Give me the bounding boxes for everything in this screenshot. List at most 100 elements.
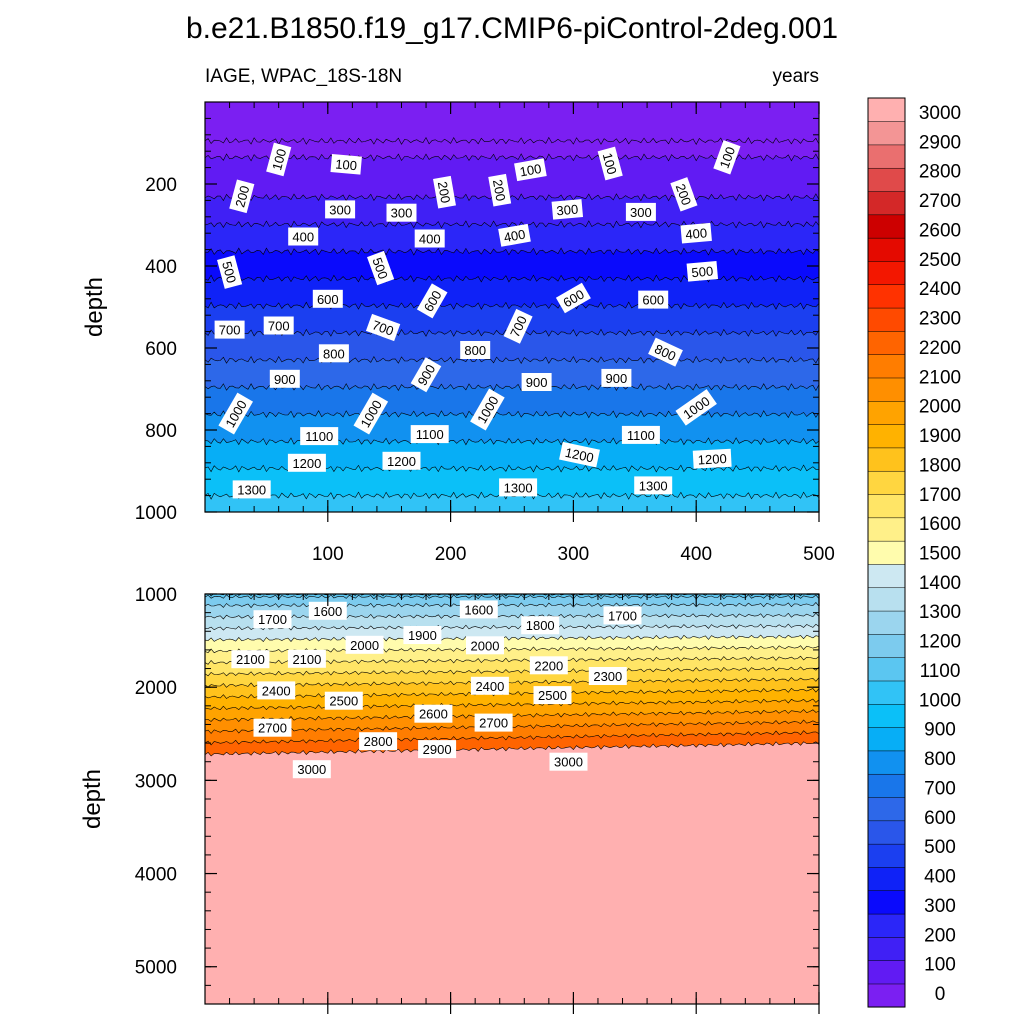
contour-label-text: 700 xyxy=(219,323,241,338)
contour-label-bg xyxy=(680,222,712,244)
contour-line xyxy=(205,612,819,620)
colorbar-swatch xyxy=(867,843,906,868)
contour-label: 400 xyxy=(680,222,712,244)
contour-label-text: 2700 xyxy=(479,716,508,731)
contour-label-bg xyxy=(382,451,421,470)
colorbar-swatch xyxy=(867,540,906,565)
colorbar-label: 2400 xyxy=(919,279,961,300)
contour-label: 900 xyxy=(410,357,442,393)
lower-panel-axes: 1000 2000 3000 4000 5000 xyxy=(135,585,820,1014)
contour-label-text: 200 xyxy=(490,178,509,202)
contour-label: 2100 xyxy=(287,649,326,668)
colorbar-label: 1100 xyxy=(920,661,961,682)
contour-label: 900 xyxy=(521,373,552,391)
contour-line xyxy=(205,247,819,256)
contour-label: 1300 xyxy=(232,480,271,499)
contour-label-text: 1200 xyxy=(292,456,321,471)
contour-label-bg xyxy=(625,202,656,221)
colorbar-swatch xyxy=(867,727,906,752)
contour-label: 400 xyxy=(498,223,531,247)
colorbar-swatch xyxy=(867,447,906,472)
contour-label: 2200 xyxy=(529,656,568,675)
contour-label: 2100 xyxy=(231,650,270,669)
contour-label-bg xyxy=(460,341,491,359)
contour-label-bg xyxy=(521,616,560,635)
contour-label: 2800 xyxy=(359,732,398,751)
colorbar-label: 2000 xyxy=(919,397,961,418)
upper-panel-field xyxy=(205,102,819,512)
colorbar-swatch xyxy=(867,424,906,449)
contour-label: 900 xyxy=(601,368,632,387)
y-tick-label: 600 xyxy=(145,339,177,360)
colorbar-swatch xyxy=(867,377,906,402)
contour-label-text: 2200 xyxy=(534,658,563,673)
y-tick-label: 200 xyxy=(145,175,177,196)
contour-label-text: 2000 xyxy=(350,638,379,653)
colorbar-swatch xyxy=(867,97,906,122)
contour-label: 600 xyxy=(416,283,448,319)
contour-label-text: 300 xyxy=(329,202,351,217)
contour-label: 1600 xyxy=(308,601,347,620)
contour-label: 1700 xyxy=(253,610,292,629)
colorbar-swatch xyxy=(867,773,906,798)
contour-label-text: 1300 xyxy=(237,482,266,497)
contour-label-bg xyxy=(559,441,600,468)
contour-label: 2600 xyxy=(414,704,453,723)
contour-label-bg xyxy=(367,250,395,286)
y-tick-label: 3000 xyxy=(135,771,177,792)
colorbar-swatch xyxy=(867,866,906,892)
contour-label-bg xyxy=(474,713,513,732)
contour-label-bg xyxy=(386,203,417,222)
colorbar-swatch xyxy=(867,936,906,961)
contour-line xyxy=(205,382,819,392)
contour-label-bg xyxy=(266,142,292,177)
contour-label: 3000 xyxy=(549,752,588,771)
colorbar-label: 2300 xyxy=(919,309,961,330)
contour-label: 2900 xyxy=(418,740,457,759)
contour-label-text: 100 xyxy=(600,151,620,176)
colorbar-swatch xyxy=(867,820,906,845)
contour-label-bg xyxy=(621,425,660,444)
contour-label: 1300 xyxy=(499,478,538,497)
contour-label: 1200 xyxy=(692,448,732,469)
contour-label: 1200 xyxy=(382,451,421,470)
contour-label-bg xyxy=(312,289,343,308)
contour-label-bg xyxy=(648,337,683,367)
contour-label-text: 1100 xyxy=(305,429,333,444)
contour-label: 3000 xyxy=(292,760,331,779)
contour-label-text: 1900 xyxy=(408,628,437,643)
colorbar-label: 1000 xyxy=(919,690,961,711)
colorbar-swatch xyxy=(867,890,906,915)
contour-label-bg xyxy=(414,229,445,248)
colorbar-label: 1600 xyxy=(919,514,961,535)
contour-label-text: 1300 xyxy=(639,478,668,493)
contour-label: 1800 xyxy=(521,616,560,635)
contour-label: 200 xyxy=(670,177,698,212)
contour-label-bg xyxy=(638,290,669,309)
contour-label-text: 2900 xyxy=(423,742,452,757)
y-tick-label: 1000 xyxy=(135,585,177,606)
colorbar-frame xyxy=(867,97,906,1008)
contour-label: 400 xyxy=(288,227,319,246)
colorbar-swatch xyxy=(867,121,906,146)
upper-panel-axes: 200 400 600 800 1000 100 200 300 400 500 xyxy=(135,101,835,565)
contour-label-bg xyxy=(253,610,292,629)
colorbar-swatch xyxy=(867,703,906,728)
contour-label-text: 500 xyxy=(369,256,391,282)
contour-label: 1100 xyxy=(621,425,660,444)
contour-label-text: 500 xyxy=(691,263,714,280)
colorbar-swatch xyxy=(867,400,906,425)
contour-line xyxy=(205,698,819,711)
contour-line xyxy=(205,491,819,500)
contour-label-text: 1700 xyxy=(608,608,637,623)
contour-label-bg xyxy=(269,369,300,388)
contour-label-bg xyxy=(229,179,255,214)
contour-label: 500 xyxy=(367,250,395,286)
contour-label-bg xyxy=(498,223,531,247)
contour-label: 2500 xyxy=(533,686,572,705)
contour-label: 200 xyxy=(229,179,255,214)
colorbar-swatch xyxy=(867,796,906,822)
contour-label-bg xyxy=(308,601,347,620)
colorbar-label: 1700 xyxy=(919,485,961,506)
